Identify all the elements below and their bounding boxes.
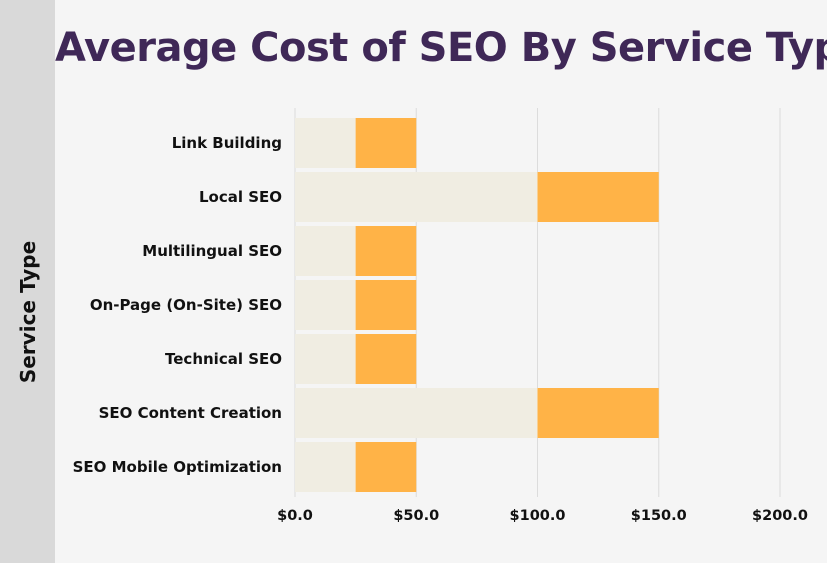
side-strip bbox=[0, 0, 55, 563]
bar-segment bbox=[295, 442, 356, 492]
bar-segment bbox=[295, 388, 538, 438]
bar-segment bbox=[355, 334, 417, 384]
bar-segment bbox=[355, 118, 417, 168]
bar-segment bbox=[295, 334, 356, 384]
category-label: SEO Content Creation bbox=[99, 404, 282, 422]
category-label: Multilingual SEO bbox=[142, 242, 282, 260]
bar-segment bbox=[295, 226, 356, 276]
bar-segment bbox=[355, 442, 417, 492]
bar-segment bbox=[537, 388, 659, 438]
x-tick-label: $100.0 bbox=[510, 508, 566, 524]
category-label: Technical SEO bbox=[165, 350, 282, 368]
bar-segment bbox=[295, 280, 356, 330]
bar-segment bbox=[537, 172, 659, 222]
bar-segment bbox=[295, 118, 356, 168]
x-tick-label: $0.0 bbox=[277, 508, 313, 524]
category-label: SEO Mobile Optimization bbox=[73, 458, 282, 476]
chart-title: Average Cost of SEO By Service Type bbox=[55, 25, 827, 71]
bar-segment bbox=[295, 172, 538, 222]
x-tick-label: $150.0 bbox=[631, 508, 687, 524]
bar-segment bbox=[355, 280, 417, 330]
x-tick-label: $200.0 bbox=[752, 508, 808, 524]
x-tick-label: $50.0 bbox=[393, 508, 439, 524]
category-label: On-Page (On-Site) SEO bbox=[90, 296, 282, 314]
category-label: Local SEO bbox=[199, 188, 282, 206]
bar-segment bbox=[355, 226, 417, 276]
category-label: Link Building bbox=[172, 134, 282, 152]
